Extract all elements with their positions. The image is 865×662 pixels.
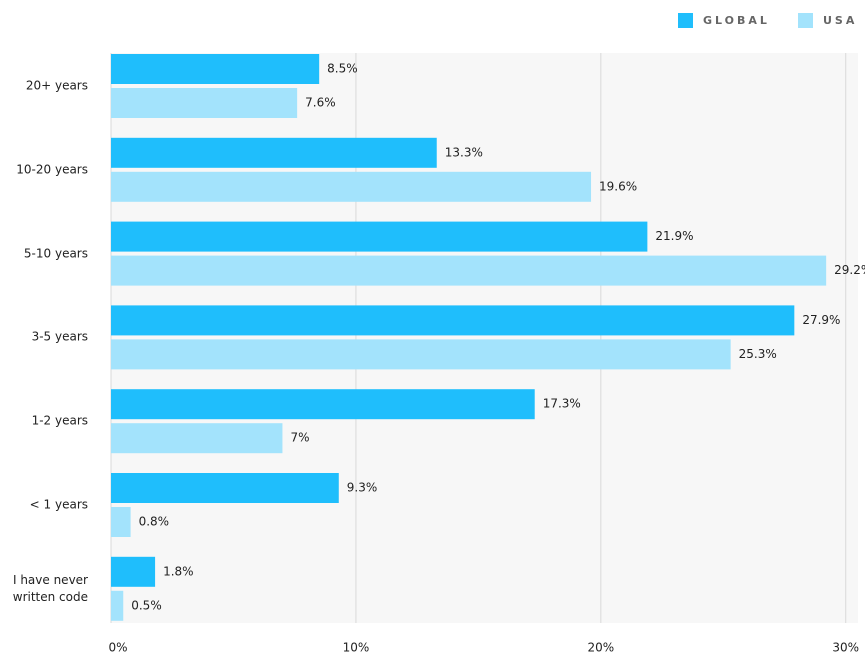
value-label: 19.6% xyxy=(599,179,637,193)
y-tick-label: 3-5 years xyxy=(31,329,88,344)
x-tick-label: 10% xyxy=(343,641,370,655)
legend-label: USA xyxy=(823,14,857,27)
bar xyxy=(111,339,731,370)
value-label: 0.8% xyxy=(139,515,170,529)
legend-swatch xyxy=(798,13,813,28)
legend-swatch xyxy=(678,13,693,28)
value-label: 29.2% xyxy=(834,263,865,277)
value-label: 1.8% xyxy=(163,564,194,578)
bar xyxy=(111,473,339,503)
bar xyxy=(111,255,827,286)
y-tick-label: I have never written code xyxy=(12,572,88,604)
bar xyxy=(111,221,648,252)
value-label: 9.3% xyxy=(347,481,378,495)
y-tick-label: < 1 years xyxy=(29,497,88,512)
bar xyxy=(111,556,156,587)
value-label: 7% xyxy=(290,431,309,445)
legend-label: GLOBAL xyxy=(703,14,770,27)
x-tick-label: 30% xyxy=(832,641,859,655)
bar xyxy=(111,423,283,454)
y-tick-label: 5-10 years xyxy=(23,246,88,261)
value-label: 17.3% xyxy=(543,397,581,411)
x-tick-label: 20% xyxy=(588,641,615,655)
bar xyxy=(111,137,437,168)
value-label: 13.3% xyxy=(445,145,483,159)
bar xyxy=(111,54,320,84)
bar xyxy=(111,171,592,202)
y-tick-label: 10-20 years xyxy=(16,162,88,177)
bar xyxy=(111,507,131,537)
value-label: 0.5% xyxy=(131,598,162,612)
bar xyxy=(111,88,298,118)
bar xyxy=(111,305,795,336)
x-tick-label: 0% xyxy=(108,641,127,655)
y-tick-label: 20+ years xyxy=(25,78,88,93)
value-label: 8.5% xyxy=(327,62,358,76)
value-label: 25.3% xyxy=(739,347,777,361)
value-label: 21.9% xyxy=(655,229,693,243)
bar xyxy=(111,590,124,621)
value-label: 7.6% xyxy=(305,96,336,110)
y-tick-label: 1-2 years xyxy=(31,413,88,428)
value-label: 27.9% xyxy=(802,313,840,327)
bar xyxy=(111,389,535,420)
